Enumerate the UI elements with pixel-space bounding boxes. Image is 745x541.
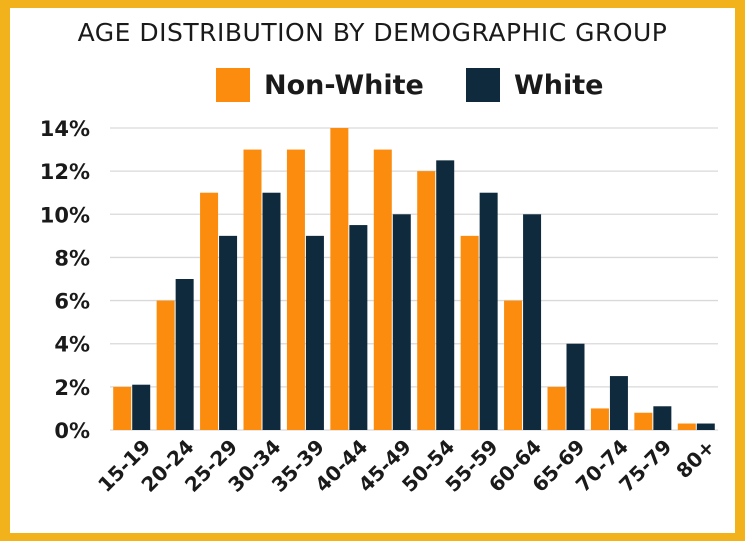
legend-swatch-white xyxy=(466,68,500,102)
bar-non-white xyxy=(590,408,609,430)
legend-swatch-non-white xyxy=(216,68,250,102)
bar-non-white xyxy=(417,171,436,430)
chart-frame xyxy=(10,8,735,533)
bar-non-white xyxy=(156,300,175,430)
bar-white xyxy=(523,214,542,430)
bar-non-white xyxy=(200,192,219,430)
y-tick-label: 0% xyxy=(54,419,90,443)
chart-title: AGE DISTRIBUTION BY DEMOGRAPHIC GROUP xyxy=(77,18,668,47)
y-tick-label: 10% xyxy=(40,203,90,227)
y-tick-label: 12% xyxy=(40,160,90,184)
y-tick-label: 14% xyxy=(40,117,90,141)
bar-white xyxy=(653,406,672,430)
bar-white xyxy=(566,343,585,430)
y-tick-label: 2% xyxy=(54,376,90,400)
bar-non-white xyxy=(547,386,566,430)
bar-non-white xyxy=(504,300,523,430)
bar-non-white xyxy=(634,412,653,430)
bar-non-white xyxy=(460,235,479,430)
y-tick-label: 4% xyxy=(54,333,90,357)
bar-non-white xyxy=(243,149,262,431)
bar-white xyxy=(262,192,281,430)
bar-white xyxy=(696,423,715,430)
x-tick-label: 80+ xyxy=(671,435,720,484)
y-tick-label: 6% xyxy=(54,290,90,314)
bar-white xyxy=(609,376,628,430)
y-tick-label: 8% xyxy=(54,246,90,270)
legend-item-white: White xyxy=(466,68,603,102)
bar-non-white xyxy=(286,149,305,431)
bar-non-white xyxy=(113,386,132,430)
bar-white xyxy=(132,384,151,430)
bar-non-white xyxy=(677,423,696,430)
bar-non-white xyxy=(330,128,349,430)
legend-label-non-white: Non-White xyxy=(264,69,424,101)
bar-white xyxy=(305,235,324,430)
bar-non-white xyxy=(373,149,392,431)
legend-label-white: White xyxy=(514,69,604,101)
bar-white xyxy=(219,235,238,430)
bar-white xyxy=(175,279,194,430)
bar-white xyxy=(392,214,411,430)
bar-white xyxy=(349,225,368,430)
legend-item-non-white: Non-White xyxy=(216,68,424,102)
bar-white xyxy=(436,160,455,430)
bar-white xyxy=(479,192,498,430)
